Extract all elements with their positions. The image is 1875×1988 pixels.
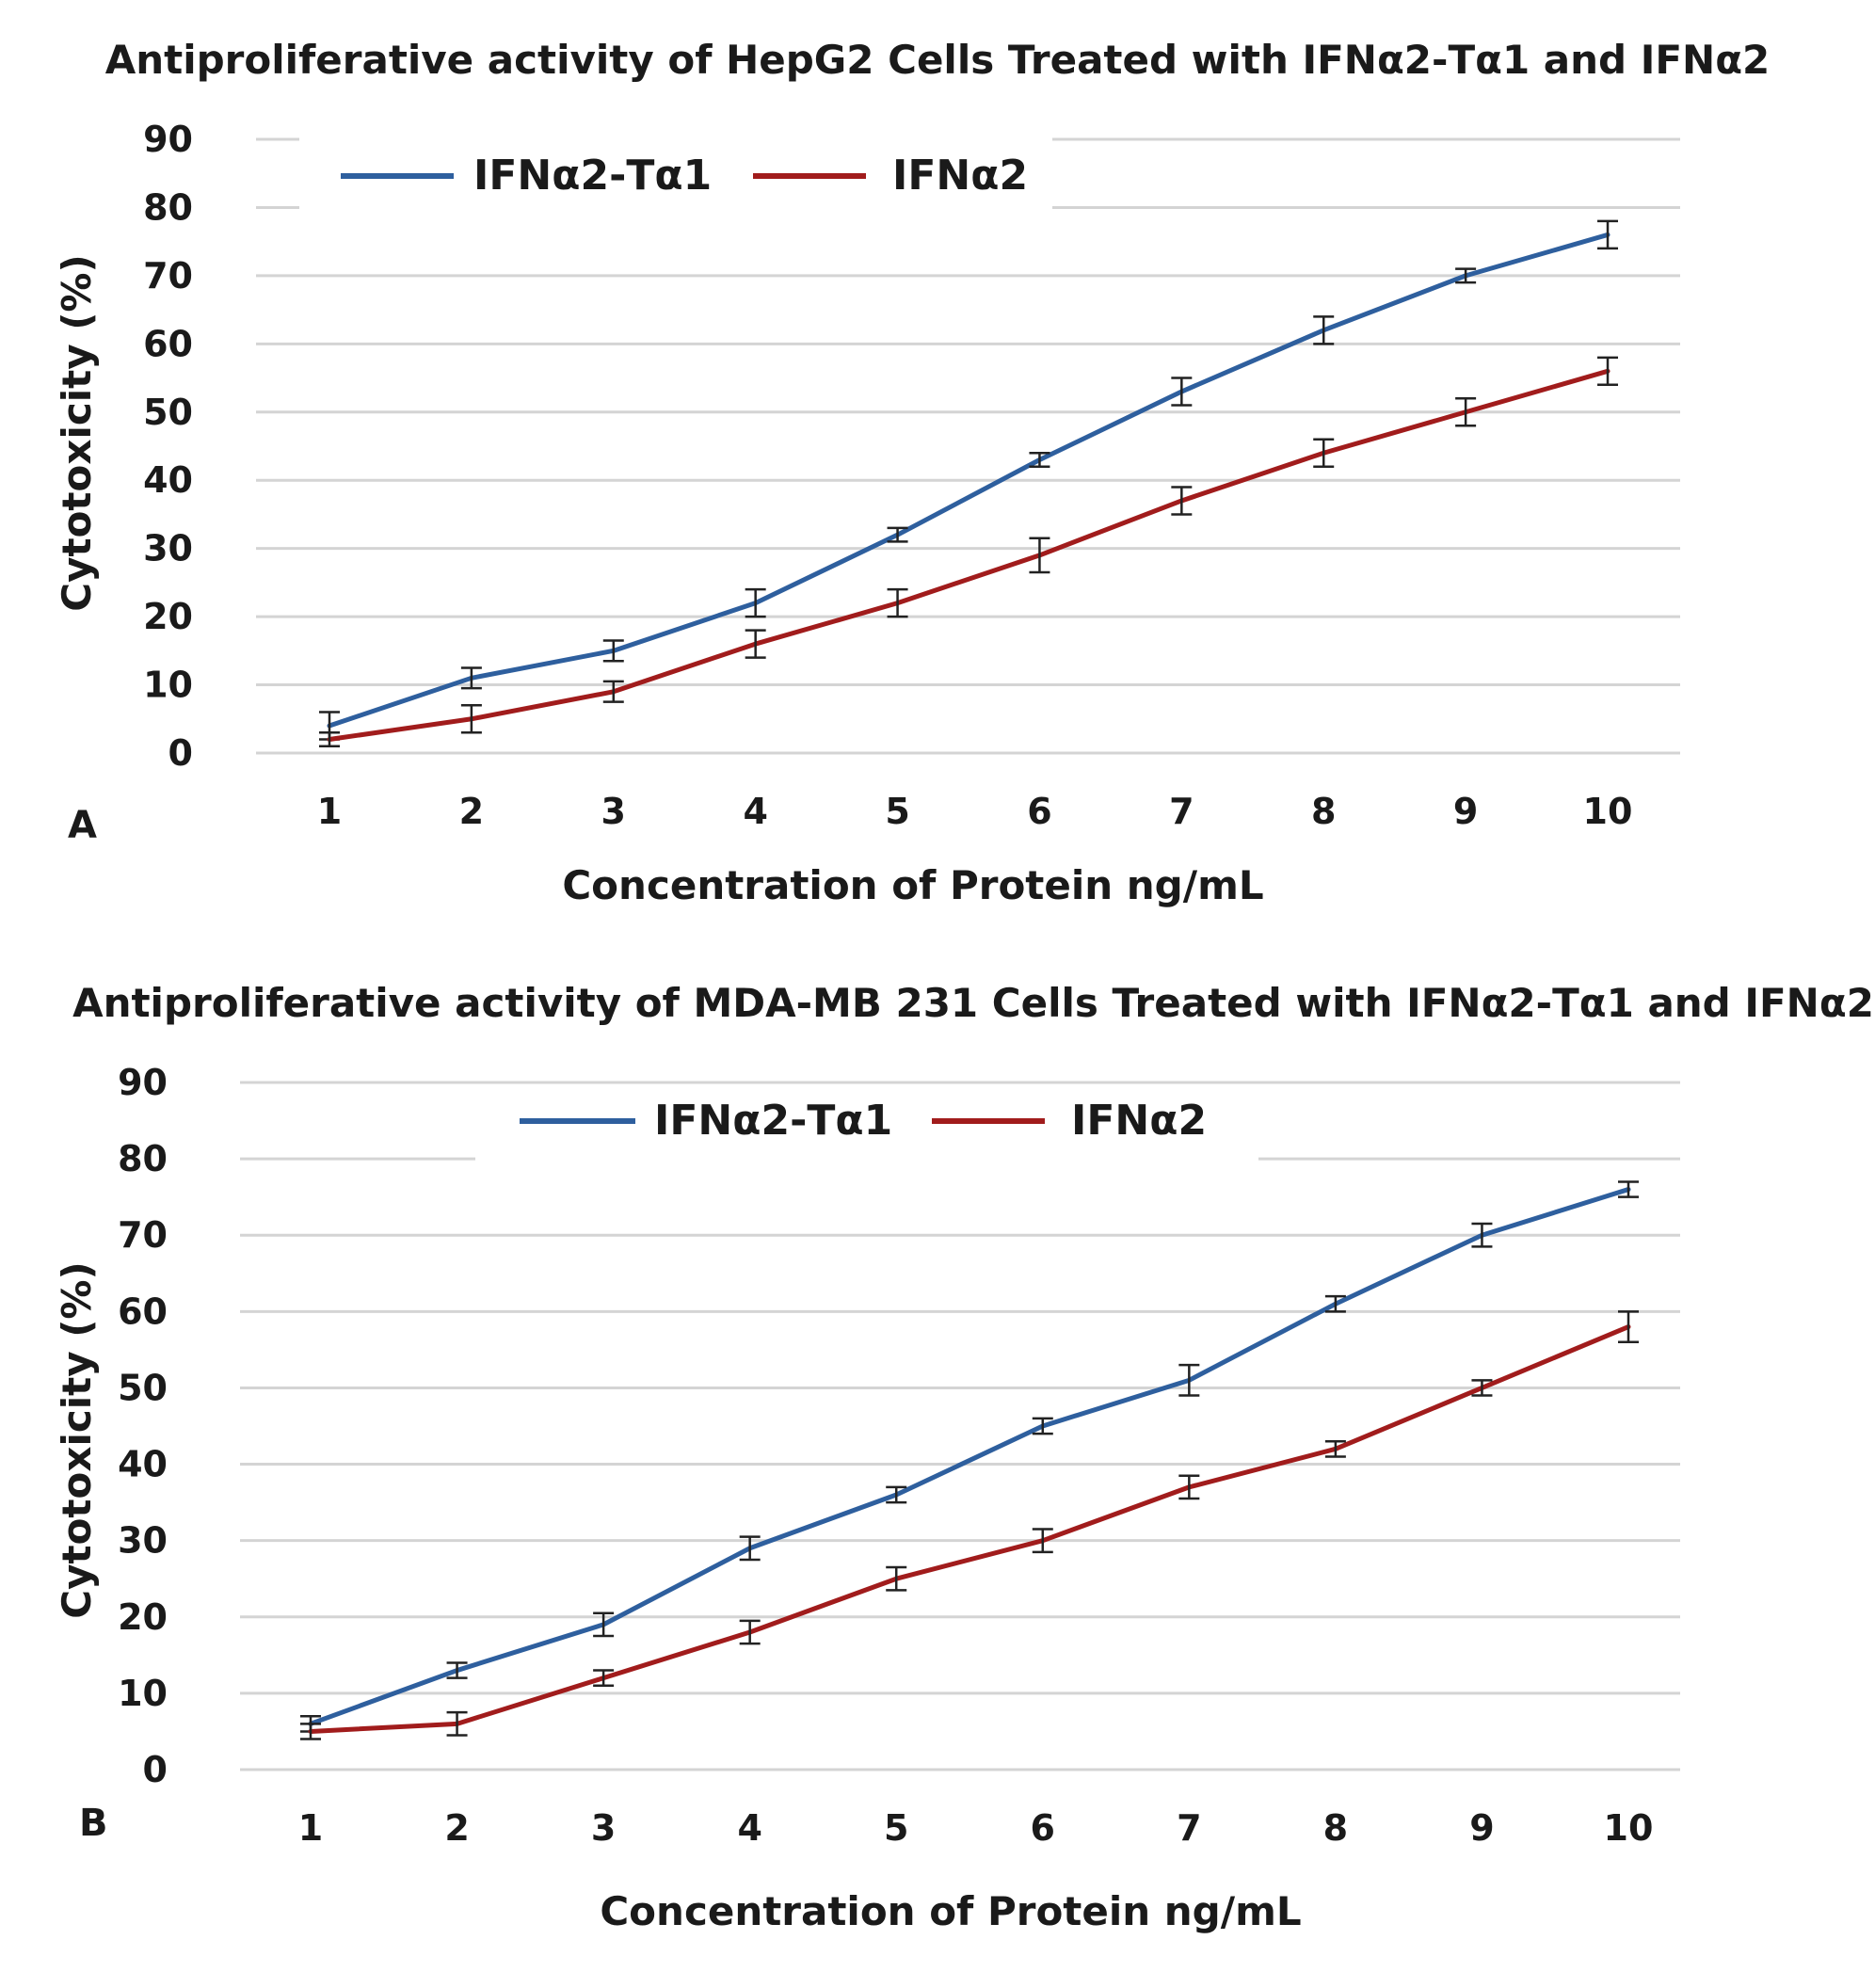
- y-tick-label: 20: [143, 596, 193, 637]
- chart-panel-a: Antiproliferative activity of HepG2 Cell…: [54, 37, 1770, 908]
- x-tick-label: 6: [1031, 1807, 1055, 1849]
- x-tick-label: 1: [298, 1807, 323, 1849]
- y-tick-label: 80: [118, 1138, 168, 1179]
- y-tick-label: 60: [118, 1291, 168, 1332]
- y-tick-label: 50: [143, 392, 193, 433]
- y-tick-label: 70: [118, 1214, 168, 1256]
- y-tick-label: 50: [118, 1367, 168, 1408]
- y-tick-label: 90: [143, 119, 193, 160]
- x-axis-label: Concentration of Protein ng/mL: [562, 862, 1263, 908]
- x-tick-label: 3: [601, 791, 626, 832]
- legend-label: IFNα2-Tα1: [654, 1097, 892, 1145]
- chart-panel-b: Antiproliferative activity of MDA-MB 231…: [54, 980, 1874, 1934]
- y-axis-label: Cytotoxicity (%): [54, 1261, 100, 1618]
- x-tick-label: 9: [1469, 1807, 1494, 1849]
- chart-layer: Antiproliferative activity of HepG2 Cell…: [54, 37, 1874, 1934]
- series-line: [308, 1324, 1631, 1734]
- y-tick-label: 40: [143, 459, 193, 501]
- y-tick-label: 70: [143, 255, 193, 297]
- legend-label: IFNα2: [892, 152, 1028, 200]
- x-axis-label: Concentration of Protein ng/mL: [600, 1888, 1301, 1934]
- y-tick-label: 20: [118, 1596, 168, 1638]
- series-ifna2: [319, 356, 1618, 748]
- x-tick-label: 8: [1311, 791, 1336, 832]
- x-tick-label: 9: [1453, 791, 1478, 832]
- panel-label: A: [68, 804, 97, 847]
- legend-label: IFNα2-Tα1: [473, 152, 712, 200]
- legend-item: IFNα2-Tα1: [520, 1097, 892, 1145]
- panel-label: B: [79, 1802, 108, 1845]
- x-tick-label: 1: [317, 791, 342, 832]
- x-tick-label: 4: [743, 791, 767, 832]
- y-tick-label: 30: [118, 1520, 168, 1562]
- legend-item: IFNα2: [932, 1097, 1207, 1145]
- legend-label: IFNα2: [1071, 1097, 1207, 1145]
- legend-item: IFNα2-Tα1: [341, 152, 712, 200]
- series-ifna2: [300, 1310, 1639, 1740]
- y-tick-label: 60: [143, 323, 193, 364]
- x-tick-label: 5: [884, 1807, 908, 1849]
- chart-title: Antiproliferative activity of HepG2 Cell…: [105, 37, 1771, 83]
- series-ifna2-ta1: [319, 219, 1618, 741]
- legend-item: IFNα2: [753, 152, 1028, 200]
- gridlines: [256, 137, 1680, 755]
- series-line: [308, 1187, 1631, 1726]
- x-tick-label: 8: [1323, 1807, 1348, 1849]
- y-tick-label: 10: [118, 1673, 168, 1714]
- y-axis-label: Cytotoxicity (%): [54, 254, 100, 611]
- y-tick-label: 10: [143, 665, 193, 706]
- y-tick-label: 80: [143, 186, 193, 228]
- x-tick-label: 10: [1604, 1807, 1654, 1849]
- y-tick-label: 90: [118, 1062, 168, 1103]
- series-line: [327, 368, 1611, 743]
- x-tick-label: 2: [444, 1807, 469, 1849]
- x-tick-label: 4: [737, 1807, 761, 1849]
- chart-title: Antiproliferative activity of MDA-MB 231…: [72, 980, 1874, 1026]
- y-tick-label: 0: [168, 732, 193, 774]
- y-tick-label: 40: [118, 1444, 168, 1485]
- y-tick-label: 30: [143, 528, 193, 569]
- x-tick-label: 2: [459, 791, 484, 832]
- x-tick-label: 10: [1583, 791, 1633, 832]
- x-tick-label: 6: [1027, 791, 1051, 832]
- y-tick-label: 0: [143, 1749, 168, 1790]
- x-tick-label: 3: [591, 1807, 616, 1849]
- x-tick-label: 7: [1169, 791, 1194, 832]
- x-tick-label: 5: [885, 791, 909, 832]
- x-tick-label: 7: [1177, 1807, 1201, 1849]
- series-line: [327, 232, 1611, 729]
